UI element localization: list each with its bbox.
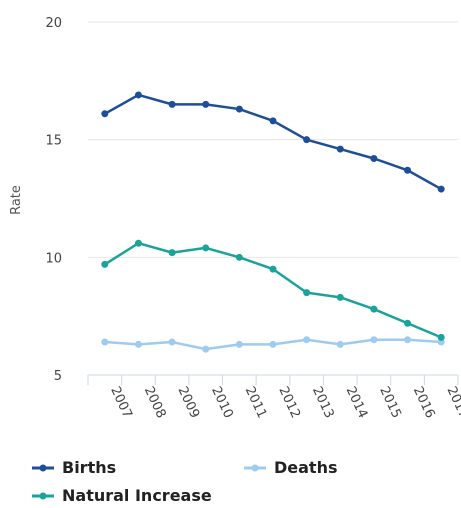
natural-increase-data-point[interactable]: [202, 244, 210, 252]
births-data-point[interactable]: [370, 154, 378, 162]
deaths-data-point[interactable]: [202, 345, 210, 353]
x-tick-label: 2008: [141, 384, 169, 420]
y-tick-label: 15: [45, 134, 62, 149]
x-tick-label: 2013: [309, 384, 337, 420]
natural-increase-data-point[interactable]: [370, 305, 378, 313]
natural-increase-data-point[interactable]: [404, 319, 412, 327]
x-axis: 2007 2008 2009 2010 2011 2012 2013 2014 2015 2016…: [87, 374, 461, 421]
x-tick-label: 2011: [242, 384, 270, 420]
x-tick-label: 2016: [410, 384, 438, 420]
legend-label-deaths: Deaths: [274, 458, 338, 477]
series-lines: [101, 91, 445, 353]
births-data-point[interactable]: [235, 105, 243, 113]
y-tick-label: 10: [45, 251, 62, 266]
births-data-point[interactable]: [404, 166, 412, 174]
legend-item-births[interactable]: Births: [32, 458, 116, 477]
x-tick-label: 2017: [444, 384, 461, 420]
deaths-data-point[interactable]: [370, 336, 378, 344]
deaths-data-point[interactable]: [101, 338, 109, 346]
deaths-data-point[interactable]: [404, 336, 412, 344]
deaths-data-point[interactable]: [303, 336, 311, 344]
births-legend-swatch: [32, 464, 54, 471]
y-tick-label: 5: [54, 369, 62, 384]
deaths-legend-swatch: [244, 464, 266, 471]
legend-item-natural-increase[interactable]: Natural Increase: [32, 486, 212, 505]
births-data-point[interactable]: [168, 100, 176, 108]
legend-item-deaths[interactable]: Deaths: [244, 458, 338, 477]
y-axis: 5 10 15 20: [45, 16, 62, 384]
births-data-point[interactable]: [202, 100, 210, 108]
deaths-data-point[interactable]: [134, 340, 142, 348]
births-data-point[interactable]: [437, 185, 445, 193]
births-data-point[interactable]: [134, 91, 142, 99]
natural-increase-legend-swatch: [32, 492, 54, 499]
births-series-line: [104, 93, 442, 191]
natural-increase-data-point[interactable]: [134, 239, 142, 247]
births-data-point[interactable]: [303, 136, 311, 144]
natural-increase-data-point[interactable]: [437, 333, 445, 341]
deaths-data-point[interactable]: [235, 340, 243, 348]
natural-increase-data-point[interactable]: [168, 249, 176, 257]
deaths-data-point[interactable]: [168, 338, 176, 346]
x-tick-label: 2012: [275, 384, 303, 420]
legend-label-natural-increase: Natural Increase: [62, 486, 212, 505]
deaths-data-point[interactable]: [336, 340, 344, 348]
x-tick-label: 2009: [174, 384, 202, 420]
natural-increase-data-point[interactable]: [235, 253, 243, 261]
x-tick-label: 2014: [343, 384, 371, 420]
x-tick-label: 2015: [376, 384, 404, 420]
natural-increase-data-point[interactable]: [101, 260, 109, 268]
births-data-point[interactable]: [269, 117, 277, 125]
natural-increase-data-point[interactable]: [336, 293, 344, 301]
deaths-data-point[interactable]: [269, 340, 277, 348]
natural-increase-data-point[interactable]: [269, 265, 277, 273]
births-data-point[interactable]: [101, 110, 109, 118]
legend-label-births: Births: [62, 458, 117, 477]
line-chart: 5 10 15 20 2007 2008 2009 2010 2011 2012 2013 2014…: [9, 16, 461, 421]
legend: Births Deaths Natural Increase: [32, 458, 452, 508]
y-axis-label: Rate: [9, 185, 24, 215]
x-tick-label: 2007: [107, 384, 135, 420]
natural-increase-data-point[interactable]: [303, 289, 311, 297]
births-data-point[interactable]: [336, 145, 344, 153]
x-tick-label: 2010: [208, 384, 236, 420]
y-tick-label: 20: [45, 16, 62, 31]
